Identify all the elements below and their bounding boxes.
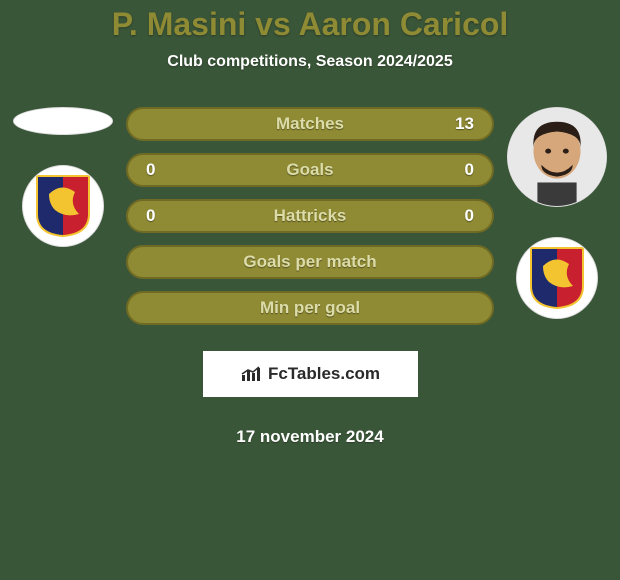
stats-column: Matches 13 0 Goals 0 0 Hattricks 0 Goals… (118, 107, 502, 447)
stat-label: Hattricks (128, 206, 492, 226)
stat-left-value: 0 (146, 206, 155, 226)
stat-label: Goals per match (128, 252, 492, 272)
genoa-crest-icon (35, 174, 91, 238)
right-club-badge (516, 237, 598, 319)
page-title: P. Masini vs Aaron Caricol (0, 0, 620, 43)
player-face-icon (508, 108, 606, 206)
left-club-badge (22, 165, 104, 247)
comparison-card: P. Masini vs Aaron Caricol Club competit… (0, 0, 620, 580)
stat-row-min-per-goal: Min per goal (126, 291, 494, 325)
stat-right-value: 0 (465, 160, 474, 180)
bar-chart-icon (240, 365, 262, 383)
right-player-avatar (507, 107, 607, 207)
stat-label: Matches (128, 114, 492, 134)
left-player-column (8, 107, 118, 247)
date-text: 17 november 2024 (126, 427, 494, 447)
stat-row-goals-per-match: Goals per match (126, 245, 494, 279)
stat-row-hattricks: 0 Hattricks 0 (126, 199, 494, 233)
stat-label: Min per goal (128, 298, 492, 318)
stat-row-goals: 0 Goals 0 (126, 153, 494, 187)
watermark-text: FcTables.com (268, 364, 380, 384)
stat-left-value: 0 (146, 160, 155, 180)
stat-right-value: 0 (465, 206, 474, 226)
stat-label: Goals (128, 160, 492, 180)
watermark: FcTables.com (203, 351, 418, 397)
page-subtitle: Club competitions, Season 2024/2025 (0, 53, 620, 71)
stat-row-matches: Matches 13 (126, 107, 494, 141)
left-player-avatar (13, 107, 113, 135)
genoa-crest-icon (529, 246, 585, 310)
stat-right-value: 13 (455, 114, 474, 134)
content-row: Matches 13 0 Goals 0 0 Hattricks 0 Goals… (0, 107, 620, 447)
right-player-column (502, 107, 612, 319)
